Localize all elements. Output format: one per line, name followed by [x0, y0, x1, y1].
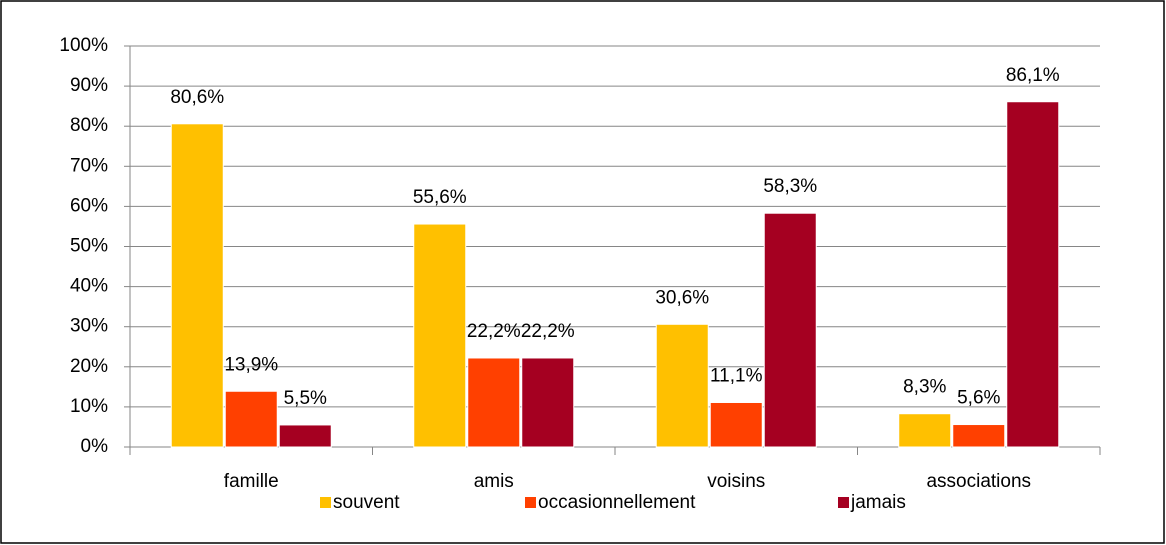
y-tick-label: 100%: [59, 35, 108, 56]
data-label: 11,1%: [710, 366, 763, 387]
data-label: 5,5%: [284, 388, 327, 409]
y-tick-label: 10%: [70, 396, 108, 417]
bar: [170, 123, 224, 448]
data-label: 58,3%: [763, 176, 817, 197]
data-label: 22,2%: [521, 321, 575, 342]
y-tick-label: 80%: [70, 115, 108, 136]
data-label: 80,6%: [170, 87, 224, 108]
bar: [467, 357, 521, 448]
data-label: 8,3%: [903, 377, 946, 398]
legend-swatch: [838, 497, 849, 508]
legend-swatch: [525, 497, 536, 508]
y-tick-label: 30%: [70, 316, 108, 337]
y-tick-label: 90%: [70, 75, 108, 96]
data-label: 55,6%: [413, 187, 467, 208]
data-label: 86,1%: [1006, 65, 1060, 86]
bar: [763, 212, 817, 448]
bar: [278, 424, 332, 448]
y-tick-label: 50%: [70, 236, 108, 257]
y-tick-label: 20%: [70, 356, 108, 377]
data-label: 13,9%: [224, 354, 278, 375]
y-tick-label: 40%: [70, 276, 108, 297]
data-label: 30,6%: [655, 287, 709, 308]
x-tick-label: famille: [224, 471, 279, 492]
legend-label: souvent: [333, 492, 400, 513]
y-tick-label: 0%: [81, 436, 109, 457]
bar: [898, 413, 952, 448]
data-label: 22,2%: [467, 321, 521, 342]
x-tick-label: associations: [926, 471, 1031, 492]
y-tick-label: 70%: [70, 155, 108, 176]
bar: [655, 323, 709, 448]
legend-label: occasionnellement: [538, 492, 696, 513]
data-label: 5,6%: [957, 388, 1000, 409]
bar: [709, 401, 763, 448]
bar: [952, 424, 1006, 448]
y-tick-label: 60%: [70, 195, 108, 216]
legend-swatch: [320, 497, 331, 508]
x-tick-label: amis: [474, 471, 514, 492]
legend-label: jamais: [850, 492, 906, 513]
x-tick-label: voisins: [707, 471, 765, 492]
bar: [413, 223, 467, 448]
bar: [521, 357, 575, 448]
bar: [224, 390, 278, 448]
bar: [1006, 101, 1060, 448]
